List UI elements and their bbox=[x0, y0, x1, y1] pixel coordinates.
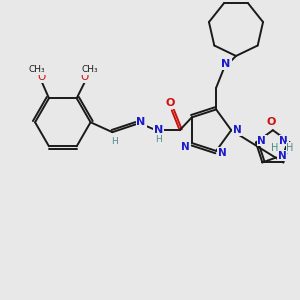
Text: H: H bbox=[286, 142, 294, 153]
Text: H: H bbox=[111, 136, 118, 146]
Text: CH₃: CH₃ bbox=[81, 65, 98, 74]
Text: N: N bbox=[233, 125, 242, 135]
Text: O: O bbox=[37, 72, 45, 82]
Text: CH₃: CH₃ bbox=[29, 65, 45, 74]
Text: O: O bbox=[80, 72, 89, 82]
Text: N: N bbox=[278, 151, 286, 160]
Text: H: H bbox=[155, 135, 162, 144]
Text: N: N bbox=[221, 59, 231, 69]
Text: N: N bbox=[136, 117, 146, 127]
Text: O: O bbox=[165, 98, 175, 108]
Text: N: N bbox=[154, 125, 164, 135]
Text: N: N bbox=[280, 136, 288, 146]
Text: N: N bbox=[182, 142, 190, 152]
Text: O: O bbox=[266, 117, 276, 127]
Text: N: N bbox=[218, 148, 226, 158]
Text: H: H bbox=[271, 142, 278, 153]
Text: N: N bbox=[257, 136, 266, 146]
